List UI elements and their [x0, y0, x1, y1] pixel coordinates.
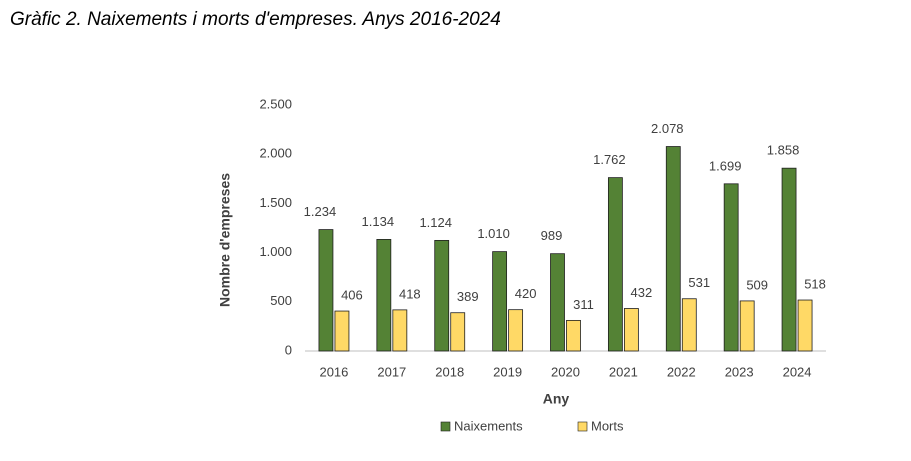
x-tick-label: 2020 [551, 364, 580, 379]
x-axis-title: Any [543, 391, 570, 407]
y-tick-label: 1.000 [259, 244, 292, 259]
bar [781, 167, 797, 352]
bar [739, 300, 755, 352]
bar [334, 310, 350, 352]
value-label: 1.858 [767, 143, 800, 158]
value-label: 432 [631, 285, 653, 300]
y-tick-label: 500 [270, 293, 292, 308]
bar [508, 309, 524, 352]
value-label: 1.010 [477, 226, 510, 241]
bar [550, 253, 565, 352]
bar [434, 239, 450, 352]
x-tick-label: 2024 [783, 364, 812, 379]
bar [607, 177, 623, 352]
value-label: 1.699 [709, 158, 742, 173]
value-label: 389 [457, 289, 479, 304]
legend-label: Morts [591, 418, 624, 433]
x-tick-label: 2022 [667, 364, 696, 379]
value-label: 509 [746, 277, 768, 292]
chart-title: Gràfic 2. Naixements i morts d'empreses.… [10, 9, 501, 30]
value-label: 311 [573, 297, 594, 312]
value-label: 420 [515, 286, 537, 301]
x-tick-label: 2021 [609, 364, 638, 379]
value-label: 2.078 [651, 121, 684, 136]
value-label: 989 [541, 228, 563, 243]
bar [492, 251, 508, 352]
bar [797, 299, 813, 352]
bar [723, 183, 739, 352]
value-label: 531 [688, 275, 710, 290]
y-tick-label: 1.500 [259, 195, 292, 210]
value-label: 1.134 [362, 214, 395, 229]
value-label: 518 [804, 276, 826, 291]
bar [450, 312, 466, 352]
x-tick-label: 2017 [377, 364, 406, 379]
value-label: 1.234 [304, 204, 337, 219]
x-tick-label: 2023 [725, 364, 754, 379]
value-label: 1.762 [593, 152, 626, 167]
x-tick-label: 2019 [493, 364, 522, 379]
value-label: 418 [399, 286, 421, 301]
bar [623, 308, 639, 352]
y-tick-label: 0 [285, 342, 292, 357]
bar [681, 298, 697, 352]
bar [376, 239, 392, 352]
x-tick-label: 2016 [319, 364, 348, 379]
bar [566, 319, 581, 352]
value-label: 406 [341, 287, 363, 302]
value-label: 1.124 [419, 215, 452, 230]
bar [665, 146, 681, 352]
legend-swatch [577, 421, 588, 432]
bar [392, 309, 408, 352]
x-tick-label: 2018 [435, 364, 464, 379]
legend-swatch [440, 421, 451, 432]
bar [318, 229, 334, 352]
y-tick-label: 2.000 [259, 146, 292, 161]
y-axis-title: Nombre d'empreses [217, 173, 233, 307]
y-tick-label: 2.500 [259, 96, 292, 111]
legend-label: Naixements [454, 418, 523, 433]
